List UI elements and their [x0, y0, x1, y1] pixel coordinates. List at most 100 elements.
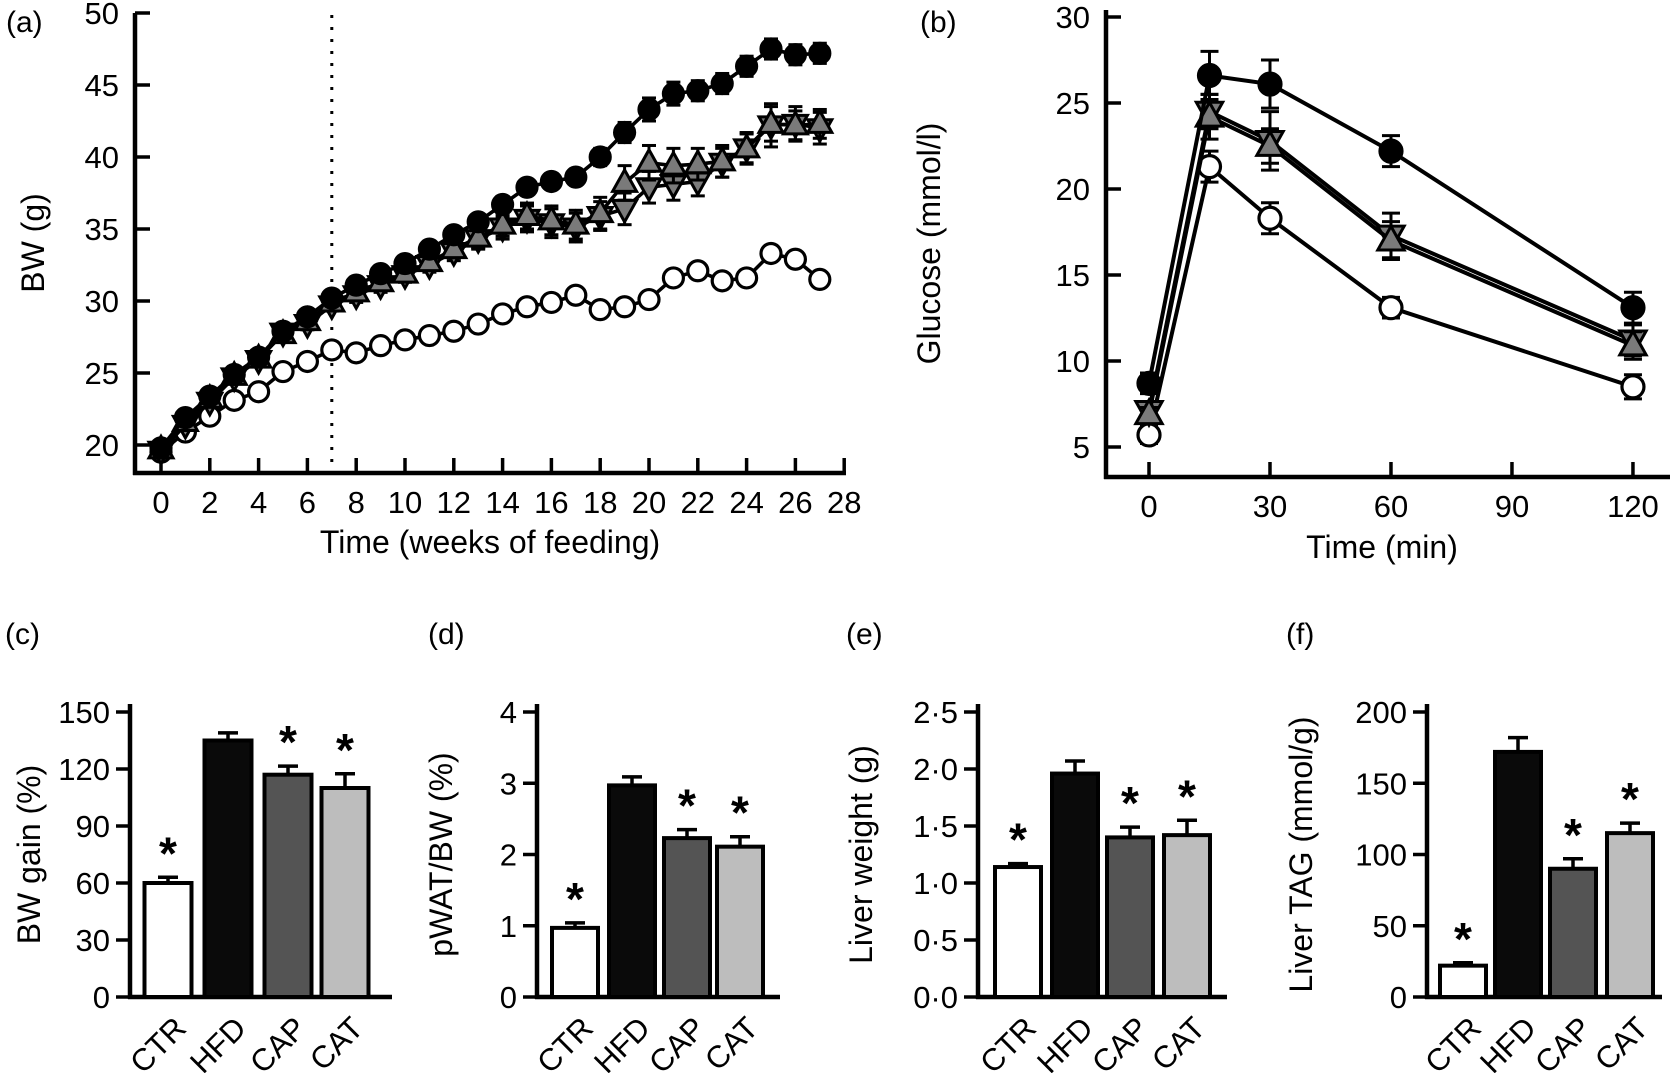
svg-text:22: 22	[681, 485, 715, 520]
svg-text:28: 28	[827, 485, 861, 520]
svg-text:2: 2	[500, 838, 517, 873]
bar-d-cap: *	[662, 780, 712, 999]
svg-text:HFD: HFD	[1473, 1010, 1543, 1073]
svg-text:2·0: 2·0	[913, 752, 958, 787]
svg-text:16: 16	[534, 485, 568, 520]
svg-text:*: *	[336, 724, 354, 776]
svg-text:15: 15	[1056, 258, 1090, 293]
svg-text:50: 50	[85, 0, 119, 31]
bar-c-cat: *	[319, 724, 371, 999]
panel-a-label: (a)	[6, 6, 43, 39]
svg-text:pWAT/BW (%): pWAT/BW (%)	[423, 752, 459, 956]
svg-text:50: 50	[1373, 909, 1407, 944]
bar-c-cap: *	[262, 716, 314, 999]
svg-text:0·0: 0·0	[913, 980, 958, 1015]
svg-text:20: 20	[1056, 172, 1090, 207]
svg-text:CAT: CAT	[1588, 1010, 1655, 1073]
svg-text:30: 30	[1056, 0, 1090, 35]
bar-e-cat: *	[1162, 770, 1212, 999]
svg-text:*: *	[1121, 777, 1139, 829]
series-up-triangle	[1133, 92, 1649, 426]
svg-text:Time (weeks of feeding): Time (weeks of feeding)	[320, 524, 660, 560]
series-filled-circle	[149, 37, 832, 460]
svg-text:4: 4	[500, 695, 517, 730]
series-filled-circle	[1136, 49, 1646, 396]
svg-text:24: 24	[729, 485, 763, 520]
svg-text:HFD: HFD	[183, 1010, 253, 1073]
svg-text:30: 30	[85, 284, 119, 319]
series-open-circle	[1136, 149, 1646, 448]
svg-text:40: 40	[85, 140, 119, 175]
svg-text:HFD: HFD	[587, 1010, 657, 1073]
bar-e-hfd	[1050, 759, 1100, 999]
svg-text:CAP: CAP	[243, 1010, 313, 1073]
svg-text:25: 25	[1056, 86, 1090, 121]
bar-e-cap: *	[1105, 777, 1155, 999]
svg-text:*: *	[1009, 814, 1027, 866]
svg-text:CAP: CAP	[642, 1010, 712, 1073]
svg-text:12: 12	[437, 485, 471, 520]
panel-e-label: (e)	[846, 618, 883, 651]
svg-text:1·0: 1·0	[913, 866, 958, 901]
bar-e-ctr: *	[993, 814, 1043, 1000]
bar-f-ctr: *	[1438, 913, 1488, 999]
svg-text:CTR: CTR	[973, 1010, 1043, 1073]
svg-text:30: 30	[1253, 489, 1287, 524]
bar-f-cat: *	[1605, 773, 1655, 999]
svg-text:0·5: 0·5	[913, 923, 958, 958]
svg-text:60: 60	[1374, 489, 1408, 524]
svg-text:200: 200	[1355, 695, 1407, 730]
svg-text:*: *	[159, 827, 177, 879]
bar-d-hfd	[607, 775, 657, 999]
svg-text:120: 120	[58, 752, 110, 787]
svg-text:*: *	[678, 780, 696, 832]
bar-c-ctr: *	[142, 827, 194, 999]
svg-text:35: 35	[85, 212, 119, 247]
panel-b-chart: 5 10 15 20 25 30 0 30 60 90 120 Time (min) Glucose (…	[911, 0, 1670, 565]
bar-f-cap: *	[1548, 809, 1598, 999]
svg-text:100: 100	[1355, 838, 1407, 873]
svg-text:BW (g): BW (g)	[15, 193, 51, 293]
svg-text:0: 0	[1140, 489, 1157, 524]
svg-text:5: 5	[1073, 430, 1090, 465]
bar-d-ctr: *	[550, 873, 600, 1000]
svg-text:45: 45	[85, 68, 119, 103]
svg-text:2: 2	[201, 485, 218, 520]
svg-text:14: 14	[485, 485, 519, 520]
svg-text:10: 10	[388, 485, 422, 520]
svg-text:*: *	[1564, 809, 1582, 861]
svg-text:CAP: CAP	[1528, 1010, 1598, 1073]
svg-text:120: 120	[1607, 489, 1659, 524]
panel-b-plot: 5 10 15 20 25 30 0 30 60 90 120 Time (min) Glucose (…	[911, 0, 1670, 565]
svg-text:150: 150	[1355, 766, 1407, 801]
svg-text:Liver TAG (mmol/g): Liver TAG (mmol/g)	[1283, 716, 1319, 992]
svg-text:60: 60	[76, 866, 110, 901]
svg-text:*: *	[1454, 913, 1472, 965]
panel-e-chart: 0·0 0·5 1·0 1·5 2·0 2·5 Liver weight (g) * CTRHF…	[843, 695, 1227, 1073]
svg-text:CAT: CAT	[1145, 1010, 1212, 1073]
svg-text:*: *	[731, 787, 749, 839]
svg-text:*: *	[566, 873, 584, 925]
svg-text:30: 30	[76, 923, 110, 958]
svg-text:*: *	[1178, 770, 1196, 822]
svg-text:*: *	[279, 716, 297, 768]
svg-text:2·5: 2·5	[913, 695, 958, 730]
svg-text:CAT: CAT	[303, 1010, 370, 1073]
svg-text:Time (min): Time (min)	[1306, 529, 1458, 565]
svg-text:10: 10	[1056, 344, 1090, 379]
bar-f-hfd	[1493, 735, 1543, 999]
svg-text:1: 1	[500, 909, 517, 944]
svg-text:26: 26	[778, 485, 812, 520]
svg-text:20: 20	[85, 428, 119, 463]
panel-f-label: (f)	[1286, 618, 1315, 651]
svg-text:CAT: CAT	[698, 1010, 765, 1073]
bar-d-cat: *	[715, 787, 765, 999]
svg-text:CTR: CTR	[123, 1010, 193, 1073]
svg-text:*: *	[1621, 773, 1639, 825]
svg-text:Liver weight (g): Liver weight (g)	[843, 745, 879, 964]
